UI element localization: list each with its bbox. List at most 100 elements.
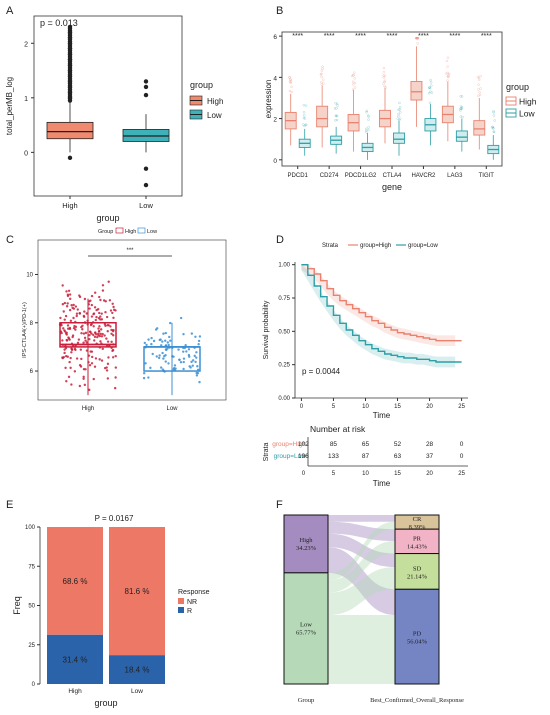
- risk-table-value: 0: [460, 453, 464, 460]
- sankey-flow: [328, 515, 395, 522]
- outlier-b-PDCD1LG2: [353, 71, 356, 74]
- y-axis-label-b: expression: [264, 80, 273, 119]
- point-c-High: [98, 334, 101, 338]
- outlier-a-High: [67, 155, 73, 161]
- risk-table-value: 63: [394, 453, 402, 460]
- point-c-High: [82, 377, 85, 380]
- point-c-Low: [161, 351, 164, 355]
- point-c-Low: [159, 366, 163, 369]
- point-c-High: [100, 318, 104, 321]
- outlier-b-CTLA4: [397, 112, 400, 116]
- outlier-b-LAG3: [460, 107, 464, 110]
- point-c-High: [82, 314, 86, 318]
- point-c-Low: [179, 361, 183, 364]
- point-c-High: [74, 305, 78, 308]
- sankey-node-label: Low: [300, 621, 312, 628]
- point-c-High: [111, 311, 114, 315]
- plot-frame-b: [281, 31, 503, 167]
- point-c-High: [65, 339, 69, 342]
- point-c-Low: [196, 371, 200, 375]
- point-c-Low: [166, 341, 170, 344]
- outlier-b-PDCD1: [289, 80, 293, 83]
- x-tick-label-d: 20: [426, 404, 433, 410]
- legend-label-c: Low: [147, 229, 157, 235]
- outlier-b-CD274: [336, 104, 339, 107]
- point-c-Low: [164, 360, 167, 363]
- sankey-node-pct: 65.77%: [296, 629, 317, 636]
- outlier-b-HAVCR2: [429, 81, 433, 84]
- y-tick-label-e: 25: [28, 643, 35, 649]
- legend-title-c: Group: [98, 229, 113, 235]
- point-c-High: [73, 370, 77, 373]
- point-c-High: [106, 362, 110, 366]
- point-c-Low: [194, 360, 197, 364]
- point-c-High: [66, 302, 69, 305]
- point-c-High: [80, 331, 83, 335]
- x-tick-label-d: 15: [394, 404, 401, 410]
- risk-table-value: 52: [394, 441, 402, 448]
- point-c-High: [100, 312, 103, 315]
- point-c-High: [111, 348, 115, 352]
- point-c-High: [106, 324, 109, 327]
- outlier-b-PDCD1: [302, 116, 306, 120]
- outlier-b-CTLA4: [382, 66, 386, 70]
- point-c-High: [93, 365, 97, 368]
- outlier-b-CD274: [336, 102, 339, 106]
- point-c-Low: [189, 366, 192, 369]
- point-c-High: [76, 341, 80, 345]
- point-c-High: [90, 362, 94, 365]
- point-c-Low: [184, 344, 187, 347]
- point-c-High: [80, 357, 83, 361]
- y-tick-label-c: 6: [30, 369, 34, 375]
- box-b-CD274-High: [316, 105, 329, 128]
- outlier-b-LAG3: [459, 95, 462, 98]
- point-c-High: [93, 335, 97, 339]
- y-axis-label-c: IPS-CTLA4(+)/PD-1(+): [22, 302, 28, 358]
- point-c-High: [98, 311, 101, 315]
- outlier-b-TIGIT: [478, 91, 481, 94]
- risk-table-row-label: group=High: [272, 441, 306, 448]
- y-tick-label-d: 0.25: [278, 363, 290, 369]
- significance-b-LAG3: ****: [449, 33, 460, 40]
- outlier-b-PDCD1LG2: [353, 81, 357, 85]
- point-c-High: [103, 334, 106, 337]
- risk-table-value: 102: [298, 441, 309, 448]
- point-c-High: [63, 351, 66, 355]
- x-tick-label-e: Low: [131, 688, 143, 695]
- x-tick-label-d: 0: [300, 404, 304, 410]
- sankey-flow: [328, 521, 395, 542]
- bar-e-R-Low: [109, 655, 165, 684]
- outlier-b-CTLA4: [382, 76, 386, 79]
- outlier-b-PDCD1LG2: [367, 115, 370, 118]
- point-c-High: [105, 315, 109, 319]
- point-c-High: [90, 303, 94, 307]
- significance-b-TIGIT: ****: [481, 33, 492, 40]
- bar-e-NR-High: [47, 527, 103, 635]
- outlier-b-LAG3: [459, 107, 462, 111]
- point-c-High: [69, 319, 73, 323]
- point-c-Low: [161, 340, 164, 343]
- point-c-High: [92, 312, 96, 315]
- point-c-High: [62, 327, 65, 330]
- outlier-b-PDCD1: [304, 123, 307, 127]
- y-tick-label-b: 6: [273, 34, 277, 41]
- point-c-Low: [144, 362, 147, 365]
- legend-label-a: High: [207, 97, 223, 106]
- point-c-Low: [165, 348, 168, 352]
- annotation-e: P = 0.0167: [95, 514, 134, 523]
- y-tick-label-e: 0: [32, 682, 36, 688]
- outlier-b-CTLA4: [397, 114, 400, 118]
- outlier-b-TIGIT: [476, 75, 480, 79]
- point-c-Low: [182, 350, 185, 353]
- point-c-High: [66, 293, 70, 296]
- outlier-b-HAVCR2: [427, 92, 431, 95]
- point-c-High: [78, 384, 82, 388]
- point-c-High: [87, 300, 91, 303]
- outlier-b-HAVCR2: [430, 91, 434, 94]
- point-c-High: [111, 334, 115, 337]
- outlier-b-CD274: [320, 69, 324, 72]
- outlier-b-PDCD1LG2: [365, 131, 368, 134]
- point-c-High: [90, 322, 93, 326]
- y-tick-label-c: 8: [30, 321, 34, 327]
